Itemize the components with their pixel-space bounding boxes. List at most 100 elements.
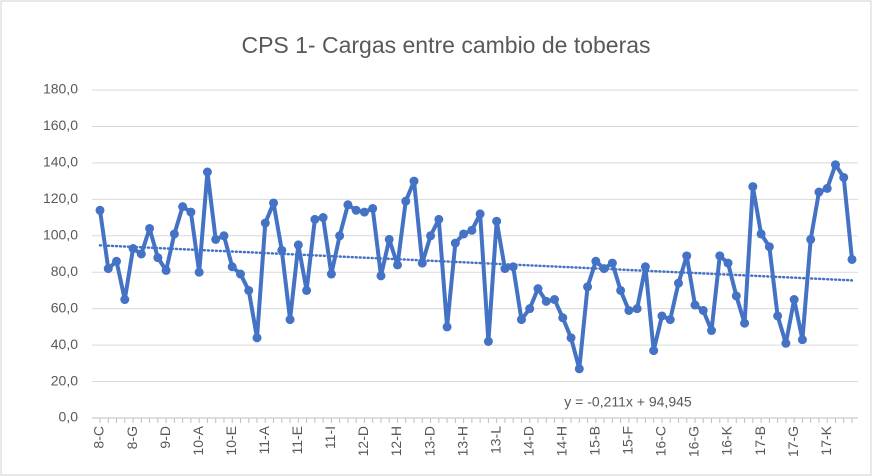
data-point xyxy=(128,244,138,254)
x-tick-label: 13-L xyxy=(487,426,503,454)
x-tick-label: 9-D xyxy=(157,426,173,449)
data-point xyxy=(847,254,857,264)
data-point xyxy=(103,264,113,274)
data-point xyxy=(401,196,411,206)
data-point xyxy=(219,231,229,241)
x-tick-label: 17-K xyxy=(818,425,834,455)
data-point xyxy=(781,338,791,348)
data-point xyxy=(773,311,783,321)
data-point xyxy=(748,182,758,192)
data-point xyxy=(211,234,221,244)
data-point xyxy=(467,225,477,235)
data-point xyxy=(227,262,237,272)
data-point xyxy=(723,258,733,268)
data-point xyxy=(442,322,452,332)
data-point xyxy=(136,249,146,259)
data-point xyxy=(607,258,617,268)
x-tick-label: 17-B xyxy=(752,426,768,456)
x-tick-label: 8-G xyxy=(124,426,140,449)
x-tick-label: 14-H xyxy=(553,426,569,456)
y-tick-label: 60,0 xyxy=(51,299,78,315)
data-point xyxy=(376,271,386,281)
data-point xyxy=(475,209,485,219)
data-point xyxy=(450,238,460,248)
x-tick-label: 10-E xyxy=(223,426,239,456)
data-point xyxy=(235,269,245,279)
y-tick-label: 20,0 xyxy=(51,372,78,388)
data-point xyxy=(830,160,840,170)
data-point xyxy=(715,251,725,261)
data-point xyxy=(665,315,675,325)
y-tick-label: 180,0 xyxy=(43,81,78,97)
x-tick-label: 13-H xyxy=(454,426,470,456)
data-point xyxy=(153,253,163,263)
x-tick-label: 17-G xyxy=(785,426,801,457)
x-tick-label: 15-F xyxy=(620,426,636,455)
y-tick-label: 120,0 xyxy=(43,190,78,206)
data-point xyxy=(682,251,692,261)
x-tick-label: 12-H xyxy=(388,426,404,456)
data-point xyxy=(392,260,402,270)
data-point xyxy=(566,333,576,343)
data-point xyxy=(178,202,188,212)
data-point xyxy=(384,234,394,244)
trendline-label: y = -0,211x + 94,945 xyxy=(564,394,692,410)
data-point xyxy=(673,278,683,288)
data-point xyxy=(707,326,717,336)
x-tick-label: 13-D xyxy=(421,426,437,456)
x-tick-label: 8-C xyxy=(91,426,107,449)
data-point xyxy=(285,315,295,325)
chart-title: CPS 1- Cargas entre cambio de toberas xyxy=(241,32,650,58)
data-point xyxy=(797,335,807,345)
data-point xyxy=(525,304,535,314)
y-tick-label: 80,0 xyxy=(51,263,78,279)
x-tick-label: 14-D xyxy=(520,426,536,456)
data-point xyxy=(359,207,369,217)
data-point xyxy=(260,218,270,228)
data-point xyxy=(426,231,436,241)
data-point xyxy=(112,256,122,266)
data-point xyxy=(822,183,832,193)
data-point xyxy=(244,285,254,295)
x-tick-label: 12-D xyxy=(355,426,371,456)
data-point xyxy=(657,311,667,321)
x-tick-label: 11-E xyxy=(289,426,305,455)
x-tick-label: 10-A xyxy=(190,425,206,455)
data-point xyxy=(492,216,502,226)
data-point xyxy=(583,282,593,292)
data-point xyxy=(740,318,750,328)
data-point xyxy=(343,200,353,210)
data-point xyxy=(194,267,204,277)
data-point xyxy=(202,167,212,177)
data-point xyxy=(806,234,816,244)
data-point xyxy=(591,256,601,266)
data-point xyxy=(169,229,179,239)
data-point xyxy=(318,213,328,223)
data-point xyxy=(335,231,345,241)
data-point xyxy=(550,295,560,305)
data-point xyxy=(756,229,766,239)
y-tick-label: 100,0 xyxy=(43,226,78,242)
data-point xyxy=(698,305,708,315)
data-point xyxy=(145,223,155,233)
data-point xyxy=(293,240,303,250)
data-point xyxy=(558,313,568,323)
data-point xyxy=(434,214,444,224)
data-point xyxy=(649,346,659,356)
x-tick-label: 16-K xyxy=(719,425,735,455)
data-point xyxy=(541,296,551,306)
data-point xyxy=(269,198,279,208)
data-point xyxy=(690,300,700,310)
data-point xyxy=(483,336,493,346)
y-tick-label: 160,0 xyxy=(43,117,78,133)
y-tick-label: 0,0 xyxy=(59,409,79,425)
data-point xyxy=(632,304,642,314)
data-point xyxy=(616,285,626,295)
data-point xyxy=(351,205,361,215)
data-point xyxy=(839,172,849,182)
data-point xyxy=(500,264,510,274)
data-point xyxy=(624,305,634,315)
data-point xyxy=(161,265,171,275)
